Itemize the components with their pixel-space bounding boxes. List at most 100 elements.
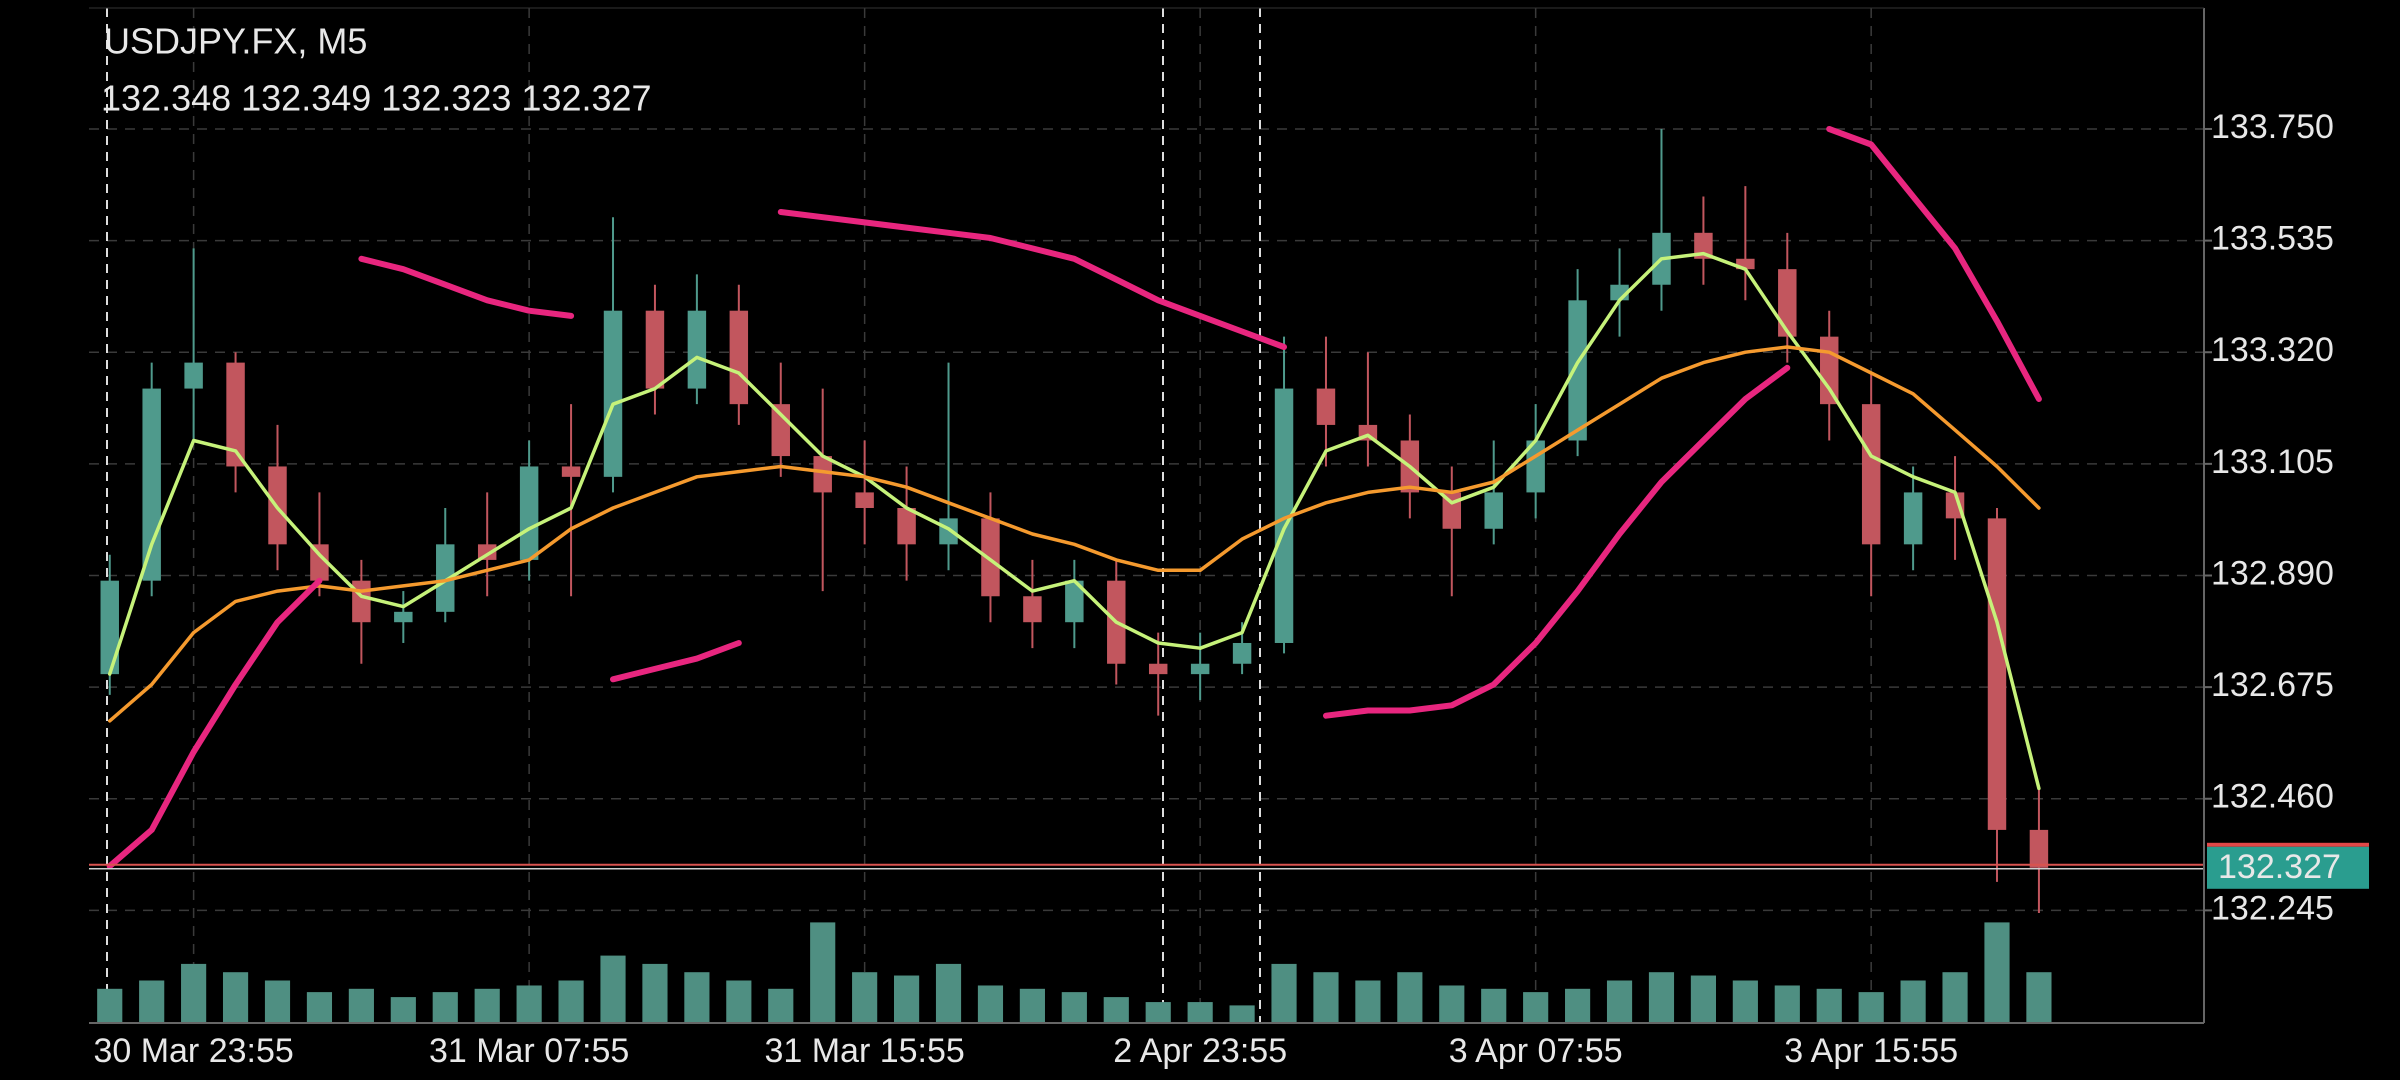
volume-bar [1774, 985, 1800, 1022]
volume-bar [977, 985, 1004, 1022]
candle-body [1861, 404, 1881, 545]
volume-bar [1019, 988, 1045, 1022]
candle-body [603, 310, 623, 477]
x-tick-label: 31 Mar 07:55 [429, 1032, 629, 1070]
volume-bar [97, 988, 123, 1022]
volume-bar [726, 980, 752, 1022]
volume-bar [1942, 972, 1968, 1022]
volume-bar [1900, 980, 1926, 1022]
candle-body [771, 404, 790, 457]
x-tick-label: 3 Apr 07:55 [1449, 1032, 1623, 1070]
candle-body [100, 580, 119, 675]
candle-body [813, 456, 832, 493]
candle-body [226, 362, 245, 467]
volume-bar [1690, 975, 1716, 1022]
x-tick-label: 3 Apr 15:55 [1784, 1032, 1958, 1070]
volume-bar [432, 992, 458, 1022]
indicator-line [610, 640, 742, 683]
indicator-line [107, 345, 2041, 723]
volume-bar [1565, 988, 1591, 1022]
volume-bar [684, 972, 710, 1022]
volume-bar [1858, 992, 1884, 1022]
ohlc-value: 132.327 [521, 78, 651, 119]
volume-bar [1061, 992, 1087, 1022]
volume-bar [1145, 1002, 1171, 1022]
indicator-line [1826, 126, 2042, 402]
candle-body [1274, 388, 1294, 643]
y-tick-label: 132.245 [2211, 889, 2334, 927]
x-tick-label: 2 Apr 23:55 [1113, 1032, 1287, 1070]
volume-bar [1816, 988, 1842, 1022]
indicator-line [106, 577, 323, 870]
candle-body [1568, 300, 1587, 441]
volume-bar [894, 975, 920, 1022]
x-tick-label: 30 Mar 23:55 [93, 1032, 293, 1070]
current-price-tag-border [2207, 842, 2369, 847]
y-tick-label: 132.890 [2211, 554, 2334, 592]
indicator-line [358, 255, 575, 319]
candle-body [2029, 829, 2049, 868]
volume-bar [810, 922, 836, 1022]
current-price-tag [2207, 846, 2369, 889]
y-tick-label: 133.535 [2211, 220, 2334, 258]
candle-body [1903, 492, 1923, 545]
candle-body [897, 507, 916, 545]
ohlc-readout: 132.348 132.349 132.323 132.327 [101, 78, 652, 119]
candle-body [981, 518, 1000, 597]
candle-body [1736, 258, 1755, 270]
candle-body [519, 466, 539, 560]
candle-body [1694, 232, 1713, 259]
candle-body [142, 388, 161, 581]
candle-body [1023, 596, 1042, 623]
x-tick-label: 31 Mar 15:55 [764, 1032, 964, 1070]
symbol-title: USDJPY.FX, M5 [104, 21, 367, 62]
volume-bar [1439, 985, 1465, 1022]
volume-bar [1481, 988, 1507, 1022]
volume-bar [1648, 972, 1675, 1022]
volume-bar [1229, 1005, 1255, 1022]
candle-body [1065, 580, 1084, 623]
indicator-line [777, 209, 1287, 350]
candle-body [561, 466, 581, 477]
volume-bar [642, 963, 668, 1022]
volume-bar [181, 963, 207, 1022]
volume-bar [474, 988, 500, 1022]
volume-bar [1313, 972, 1339, 1022]
volume-bar [2026, 972, 2052, 1022]
volume-bar [306, 992, 333, 1022]
volume-bar [558, 980, 584, 1022]
candle-body [1987, 518, 2007, 830]
volume-bar [139, 980, 165, 1022]
volume-bar [600, 955, 626, 1022]
indicator-line [1323, 364, 1791, 719]
candle-body [310, 544, 329, 581]
candle-body [436, 544, 455, 612]
y-tick-label: 133.105 [2211, 443, 2334, 481]
volume-bar [348, 988, 374, 1022]
candle-body [1820, 336, 1839, 405]
y-tick-label: 133.320 [2211, 331, 2334, 369]
candle-body [939, 518, 958, 545]
volume-bar [768, 988, 794, 1022]
candle-body [1778, 269, 1797, 337]
volume-bar [264, 980, 291, 1022]
ohlc-value: 132.323 [381, 78, 511, 119]
candle-body [1190, 663, 1210, 675]
volume-bar [222, 972, 249, 1022]
candle-body [729, 310, 749, 405]
volume-bar [852, 972, 878, 1022]
candle-body [687, 310, 707, 389]
candle-body [855, 492, 874, 508]
volume-bar [1271, 963, 1297, 1022]
volume-bar [1732, 980, 1758, 1022]
volume-bar [516, 985, 542, 1022]
volume-bar [390, 997, 416, 1022]
volume-bar [1187, 1002, 1213, 1022]
volume-bar [1355, 980, 1381, 1022]
ohlc-value: 132.349 [241, 78, 371, 119]
ohlc-value: 132.348 [101, 78, 231, 119]
volume-bar [935, 963, 962, 1022]
volume-bar [1606, 980, 1633, 1022]
candle-body [645, 310, 665, 389]
